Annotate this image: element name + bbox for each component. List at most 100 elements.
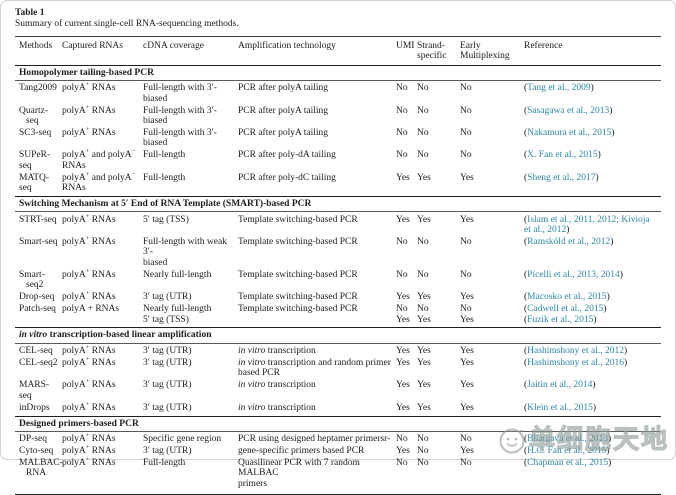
cell-method: Patch-seq — [19, 304, 56, 315]
table-row: SC3-seq polyA+ RNAs Full-length with 3′- bi… — [15, 125, 661, 149]
cell-umi: Yes — [396, 357, 410, 368]
reference-link[interactable]: Tang et al., 2009 — [527, 83, 591, 94]
reference-link[interactable]: Islam et al., 2011, 2012; Kivioja et al.,… — [524, 214, 650, 235]
cell-strand-specific: Yes — [417, 380, 431, 391]
section-header: Designed primers-based PCR — [15, 415, 661, 432]
cell-amplification-technology: Template switching-based PCR — [238, 269, 358, 280]
cell-strand-specific: No — [417, 236, 429, 247]
cell-reference: (Chapman et al., 2015) — [524, 458, 612, 469]
cell-strand-specific: Yes — [417, 357, 431, 368]
cell-reference: (Islam et al., 2011, 2012; Kivioja et al.… — [524, 214, 650, 235]
cell-captured-rnas: polyA+ RNAs — [62, 234, 116, 247]
cell-captured-rnas: polyA+ RNAs — [62, 103, 116, 116]
cell-umi: Yes — [396, 380, 410, 391]
cell-amplification-technology: Template switching-based PCR — [238, 304, 358, 315]
cell-umi: No — [396, 150, 408, 161]
cell-captured-rnas: polyA+ RNAs — [62, 212, 116, 225]
cell-cdna-coverage: Nearly full-length 5′ tag (TSS) — [143, 304, 212, 325]
cell-method: SC3-seq — [19, 128, 52, 138]
section-rows: STRT-seq polyA+ RNAs 5′ tag (TSS) Template … — [15, 212, 661, 327]
table-caption: Summary of current single-cell RNA-seque… — [15, 19, 239, 30]
cell-captured-rnas: polyA+ RNAs — [62, 443, 116, 457]
cell-reference: (Hashimshony et al., 2016) — [524, 357, 628, 368]
reference-link[interactable]: X. Fan et al., 2015 — [527, 150, 598, 161]
cell-method: Smart-seq — [19, 236, 58, 247]
reference-link[interactable]: Sheng et al., 2017 — [527, 172, 596, 183]
column-header-reference: Reference — [524, 40, 563, 51]
cell-strand-specific: No — [417, 434, 429, 445]
table-row: Smart-seq polyA+ RNAs Full-length with wea… — [15, 234, 661, 269]
reference-link[interactable]: Fuzik et al., 2015 — [527, 314, 594, 325]
reference-link[interactable]: H.C. Fan et al., 2015 — [527, 446, 607, 457]
reference-link[interactable]: Jaitin et al., 2014 — [527, 380, 593, 391]
table-row: MATQ-seq polyA+ and polyA− RNAs Full-length… — [15, 171, 661, 194]
cell-early-multiplexing: Yes — [460, 357, 474, 368]
reference-link[interactable]: Macosko et al., 2015 — [527, 292, 607, 303]
cell-umi: No — [396, 105, 408, 116]
cell-early-multiplexing: No — [460, 128, 472, 138]
cell-early-multiplexing: No — [460, 150, 472, 161]
cell-umi: Yes — [396, 345, 410, 356]
section-header: in vitro transcription-based linear ampl… — [15, 327, 661, 344]
cell-amplification-technology: Template switching-based PCR — [238, 214, 358, 225]
table-row: SUPeR-seq polyA+ and polyA− RNAs Full-lengt… — [15, 148, 661, 171]
cell-early-multiplexing: Yes — [460, 345, 474, 356]
reference-link[interactable]: Nakamura et al., 2015 — [527, 128, 612, 138]
cell-umi: Yes — [396, 292, 410, 303]
cell-early-multiplexing: No — [460, 105, 472, 116]
cell-strand-specific: No Yes — [417, 304, 431, 325]
cell-captured-rnas: polyA+ and polyA− RNAs — [62, 148, 136, 171]
cell-method: MARS-seq — [19, 380, 50, 401]
reference-link[interactable]: Picelli et al., 2013, 2014 — [527, 269, 620, 280]
cell-reference: (Bhargava et al., 2013) — [524, 434, 612, 445]
cell-captured-rnas: polyA+ RNAs — [62, 343, 116, 356]
table-row: Quartz-seq polyA+ RNAs Full-length with 3′… — [15, 104, 661, 126]
cell-method: MATQ-seq — [19, 172, 50, 194]
cell-umi: Yes — [396, 402, 410, 413]
reference-link[interactable]: Bhargava et al., 2013 — [527, 434, 608, 445]
cell-cdna-coverage: 3′ tag (UTR) — [143, 380, 192, 391]
cell-strand-specific: No — [417, 128, 429, 138]
reference-link[interactable]: Cadwell et al., 2015 — [527, 304, 604, 315]
cell-reference: (Tang et al., 2009) — [524, 83, 594, 94]
cell-cdna-coverage: 3′ tag (UTR) — [143, 292, 192, 303]
reference-link[interactable]: Sasagawa et al., 2013 — [527, 105, 610, 116]
cell-captured-rnas: polyA+ RNAs — [62, 125, 116, 138]
cell-amplification-technology: PCR after polyA tailing — [238, 128, 328, 138]
table-header-row: Methods Captured RNAs cDNA coverage Amplifi… — [15, 35, 661, 66]
cell-reference: (Hashimshony et al., 2012) — [524, 345, 628, 356]
cell-umi: No — [396, 236, 408, 247]
section-rows: CEL-seq polyA+ RNAs 3′ tag (UTR) in vitro t… — [15, 344, 661, 416]
table-row: Cyto-seq polyA+ RNAs 3′ tag (UTR) gene-spec… — [15, 443, 661, 457]
table-row: Smart-seq2 polyA+ RNAs Nearly full-length T… — [15, 268, 661, 291]
cell-cdna-coverage: Specific gene region — [143, 434, 222, 445]
cell-captured-rnas: polyA+ RNAs — [62, 400, 116, 413]
cell-strand-specific: No — [417, 150, 429, 161]
reference-link[interactable]: Hashimshony et al., 2012 — [527, 345, 625, 356]
cell-cdna-coverage: Nearly full-length — [143, 269, 212, 280]
cell-reference: (Cadwell et al., 2015) (Fuzik et al., 201… — [524, 304, 607, 325]
reference-link[interactable]: Hashimshony et al., 2016 — [527, 357, 625, 368]
cell-amplification-technology: in vitro transcription — [238, 402, 316, 413]
cell-early-multiplexing: Yes — [460, 214, 474, 225]
cell-early-multiplexing: No Yes — [460, 304, 474, 325]
cell-method: Smart-seq2 — [19, 269, 45, 291]
column-header-early-multiplexing: Early Multiplexing — [460, 40, 510, 62]
cell-reference: (Jaitin et al., 2014) — [524, 380, 596, 391]
section-rows: Tang2009 polyA+ RNAs Full-length with 3′- b… — [15, 81, 661, 196]
cell-cdna-coverage: 5′ tag (TSS) — [143, 214, 189, 225]
cell-reference: (Klein et al., 2015) — [524, 402, 597, 413]
section-header: Switching Mechanism at 5′ End of RNA Tem… — [15, 195, 661, 213]
reference-link[interactable]: Klein et al., 2015 — [527, 402, 593, 413]
cell-strand-specific: Yes — [417, 214, 431, 225]
cell-reference: (Ramsköld et al., 2012) — [524, 236, 614, 247]
cell-reference: (H.C. Fan et al., 2015) — [524, 446, 610, 457]
cell-reference: (Picelli et al., 2013, 2014) — [524, 269, 623, 280]
cell-umi: No Yes — [396, 304, 410, 325]
cell-cdna-coverage: Full-length — [143, 172, 186, 183]
reference-link[interactable]: Ramsköld et al., 2012 — [527, 236, 611, 247]
cell-umi: No — [396, 269, 408, 280]
table-label: Table 1 — [15, 8, 45, 18]
table-row: inDrops polyA+ RNAs 3′ tag (UTR) in vitro t… — [15, 400, 661, 414]
cell-cdna-coverage: Full-length — [143, 458, 186, 469]
